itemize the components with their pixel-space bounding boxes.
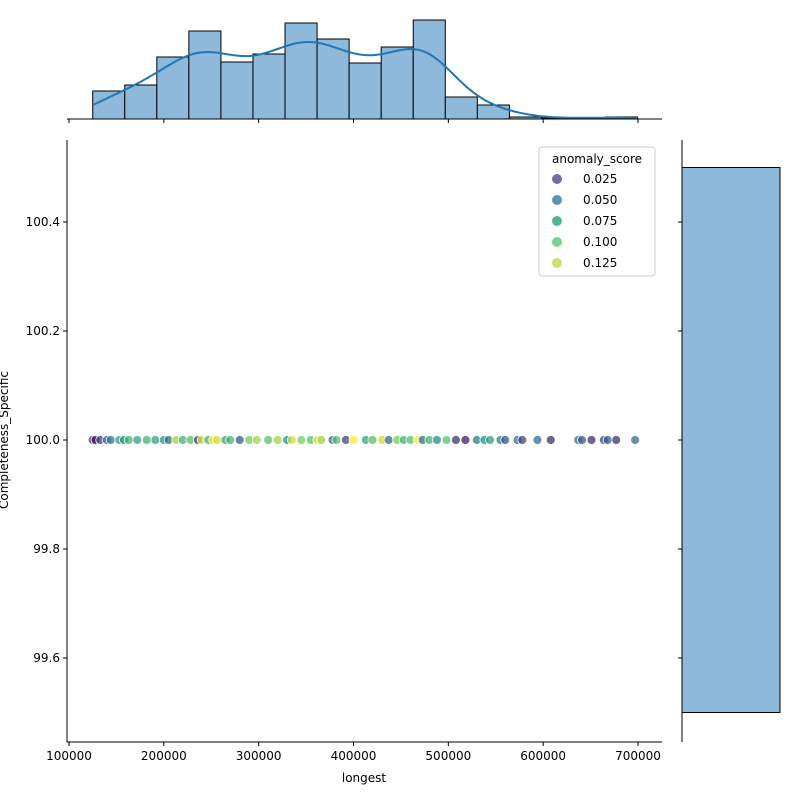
legend-label: 0.025 <box>583 172 617 186</box>
y-axis-label: Completeness_Specific <box>0 371 11 509</box>
legend-label: 0.075 <box>583 214 617 228</box>
x-tick-label: 700000 <box>615 749 661 763</box>
legend-box <box>538 146 656 277</box>
scatter-point <box>460 435 471 445</box>
legend-marker <box>552 237 562 247</box>
scatter-point <box>132 435 143 445</box>
histogram-bar <box>380 46 414 120</box>
histogram-bar <box>220 61 254 120</box>
scatter-point <box>630 435 641 445</box>
x-tick-label: 300000 <box>236 749 282 763</box>
histogram-bar <box>412 19 446 120</box>
scatter-point <box>451 435 461 445</box>
scatter-point <box>123 435 134 445</box>
legend-marker <box>552 258 562 268</box>
scatter-point <box>532 435 543 445</box>
scatter-point <box>611 435 622 445</box>
x-tick-label: 200000 <box>141 749 187 763</box>
scatter-point <box>296 435 307 445</box>
y-tick-label: 100.2 <box>26 324 60 338</box>
histogram-bar <box>348 62 382 120</box>
legend-label: 0.125 <box>583 256 617 270</box>
right-histogram-bar <box>681 167 781 713</box>
y-tick-label: 100.4 <box>26 215 60 229</box>
scatter-point <box>251 435 262 445</box>
scatter-point <box>316 435 327 445</box>
scatter-point <box>263 435 274 445</box>
scatter-point <box>586 435 597 445</box>
scatter-point <box>331 435 342 445</box>
x-axis-label: longest <box>342 771 387 785</box>
legend-title: anomaly_score <box>552 152 642 166</box>
scatter-point <box>234 435 245 445</box>
x-tick-label: 100000 <box>46 749 92 763</box>
x-tick-label: 600000 <box>520 749 566 763</box>
scatter-point <box>286 435 297 445</box>
legend-marker <box>552 216 562 226</box>
y-tick-label: 99.8 <box>33 542 60 556</box>
histogram-bar <box>188 30 222 120</box>
x-tick-label: 400000 <box>331 749 377 763</box>
scatter-point <box>517 435 528 445</box>
scatter-point <box>367 435 378 445</box>
histogram-bar <box>124 84 158 120</box>
histogram-bar <box>444 96 478 120</box>
scatter-point <box>441 435 452 445</box>
legend-label: 0.100 <box>583 235 617 249</box>
legend-label: 0.050 <box>583 193 617 207</box>
scatter-point <box>348 435 359 445</box>
scatter-point <box>545 435 556 445</box>
histogram-bar <box>252 53 286 120</box>
scatter-point <box>577 435 587 445</box>
scatter-point <box>272 435 283 445</box>
scatter-point <box>500 435 511 445</box>
legend-marker <box>552 195 562 205</box>
scatter-point <box>383 435 394 445</box>
histogram-bar <box>156 56 190 120</box>
histogram-bar <box>92 90 126 120</box>
kde-line <box>92 41 636 120</box>
x-tick-label: 500000 <box>425 749 471 763</box>
legend-marker <box>552 174 562 184</box>
scatter-point <box>141 435 152 445</box>
scatter-point <box>105 435 116 445</box>
scatter-point <box>485 435 495 445</box>
y-tick-label: 100.0 <box>26 433 60 447</box>
scatter-point <box>602 435 613 445</box>
scatter-point <box>150 435 161 445</box>
histogram-bar <box>284 22 318 120</box>
y-tick-label: 99.6 <box>33 651 60 665</box>
scatter-point <box>225 435 236 445</box>
scatter-point <box>432 435 442 445</box>
histogram-bar <box>476 104 510 120</box>
scatter-point <box>212 435 222 445</box>
histogram-bar <box>316 38 350 120</box>
